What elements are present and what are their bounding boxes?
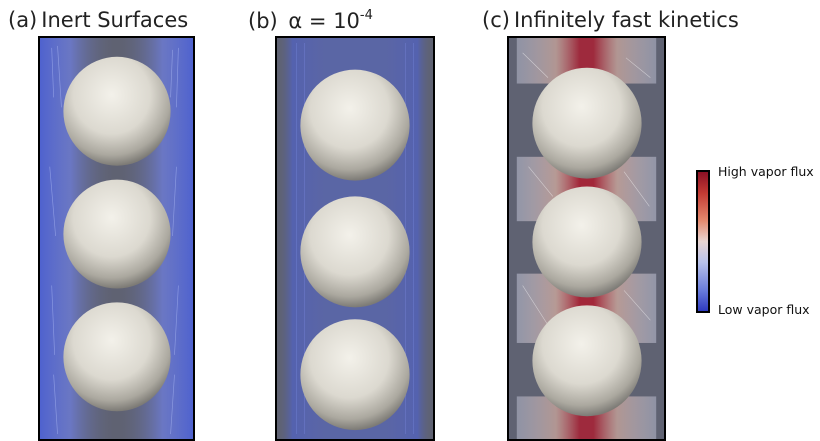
panel-b-sphere-3 [300, 319, 410, 431]
panel-b-render [277, 38, 433, 439]
panel-c-sphere-2 [532, 186, 642, 298]
panel-a-label: (a) Inert Surfaces [8, 8, 188, 32]
panel-b-title-prefix: α = 10 [288, 9, 360, 33]
panel-a-streamlines [49, 45, 179, 435]
panel-c-render [516, 38, 657, 439]
panel-c-tag: (c) [482, 8, 510, 32]
panel-b-sphere-1 [300, 69, 410, 181]
panel-a-title: Inert Surfaces [41, 8, 189, 32]
panel-c-sphere-1 [532, 67, 642, 179]
panel-b-tag: (b) [248, 9, 278, 33]
colorbar-high-label: High vapor flux [718, 164, 814, 179]
panel-a-inert-surfaces [38, 36, 195, 441]
panel-b-label: (b) α = 10-4 [248, 8, 373, 33]
panel-c-sphere-3 [532, 305, 642, 417]
panel-c-label: (c) Infinitely fast kinetics [482, 8, 739, 32]
panel-b-title-exponent: -4 [359, 8, 373, 23]
panel-a-tag: (a) [8, 8, 38, 32]
panel-a-sphere-2 [63, 179, 171, 289]
panel-c-infinitely-fast-kinetics [507, 36, 666, 441]
vapor-flux-colorbar [696, 170, 710, 313]
panel-a-sphere-3 [63, 302, 171, 412]
colorbar-low-label: Low vapor flux [718, 302, 810, 317]
panel-b-sphere-2 [300, 196, 410, 308]
panel-b-alpha [275, 36, 435, 441]
panel-a-render [40, 38, 193, 439]
panel-c-streamlines [522, 52, 651, 326]
panel-a-sphere-1 [63, 56, 171, 166]
panel-c-title: Infinitely fast kinetics [513, 8, 739, 32]
panel-b-title: α = 10-4 [288, 8, 373, 33]
